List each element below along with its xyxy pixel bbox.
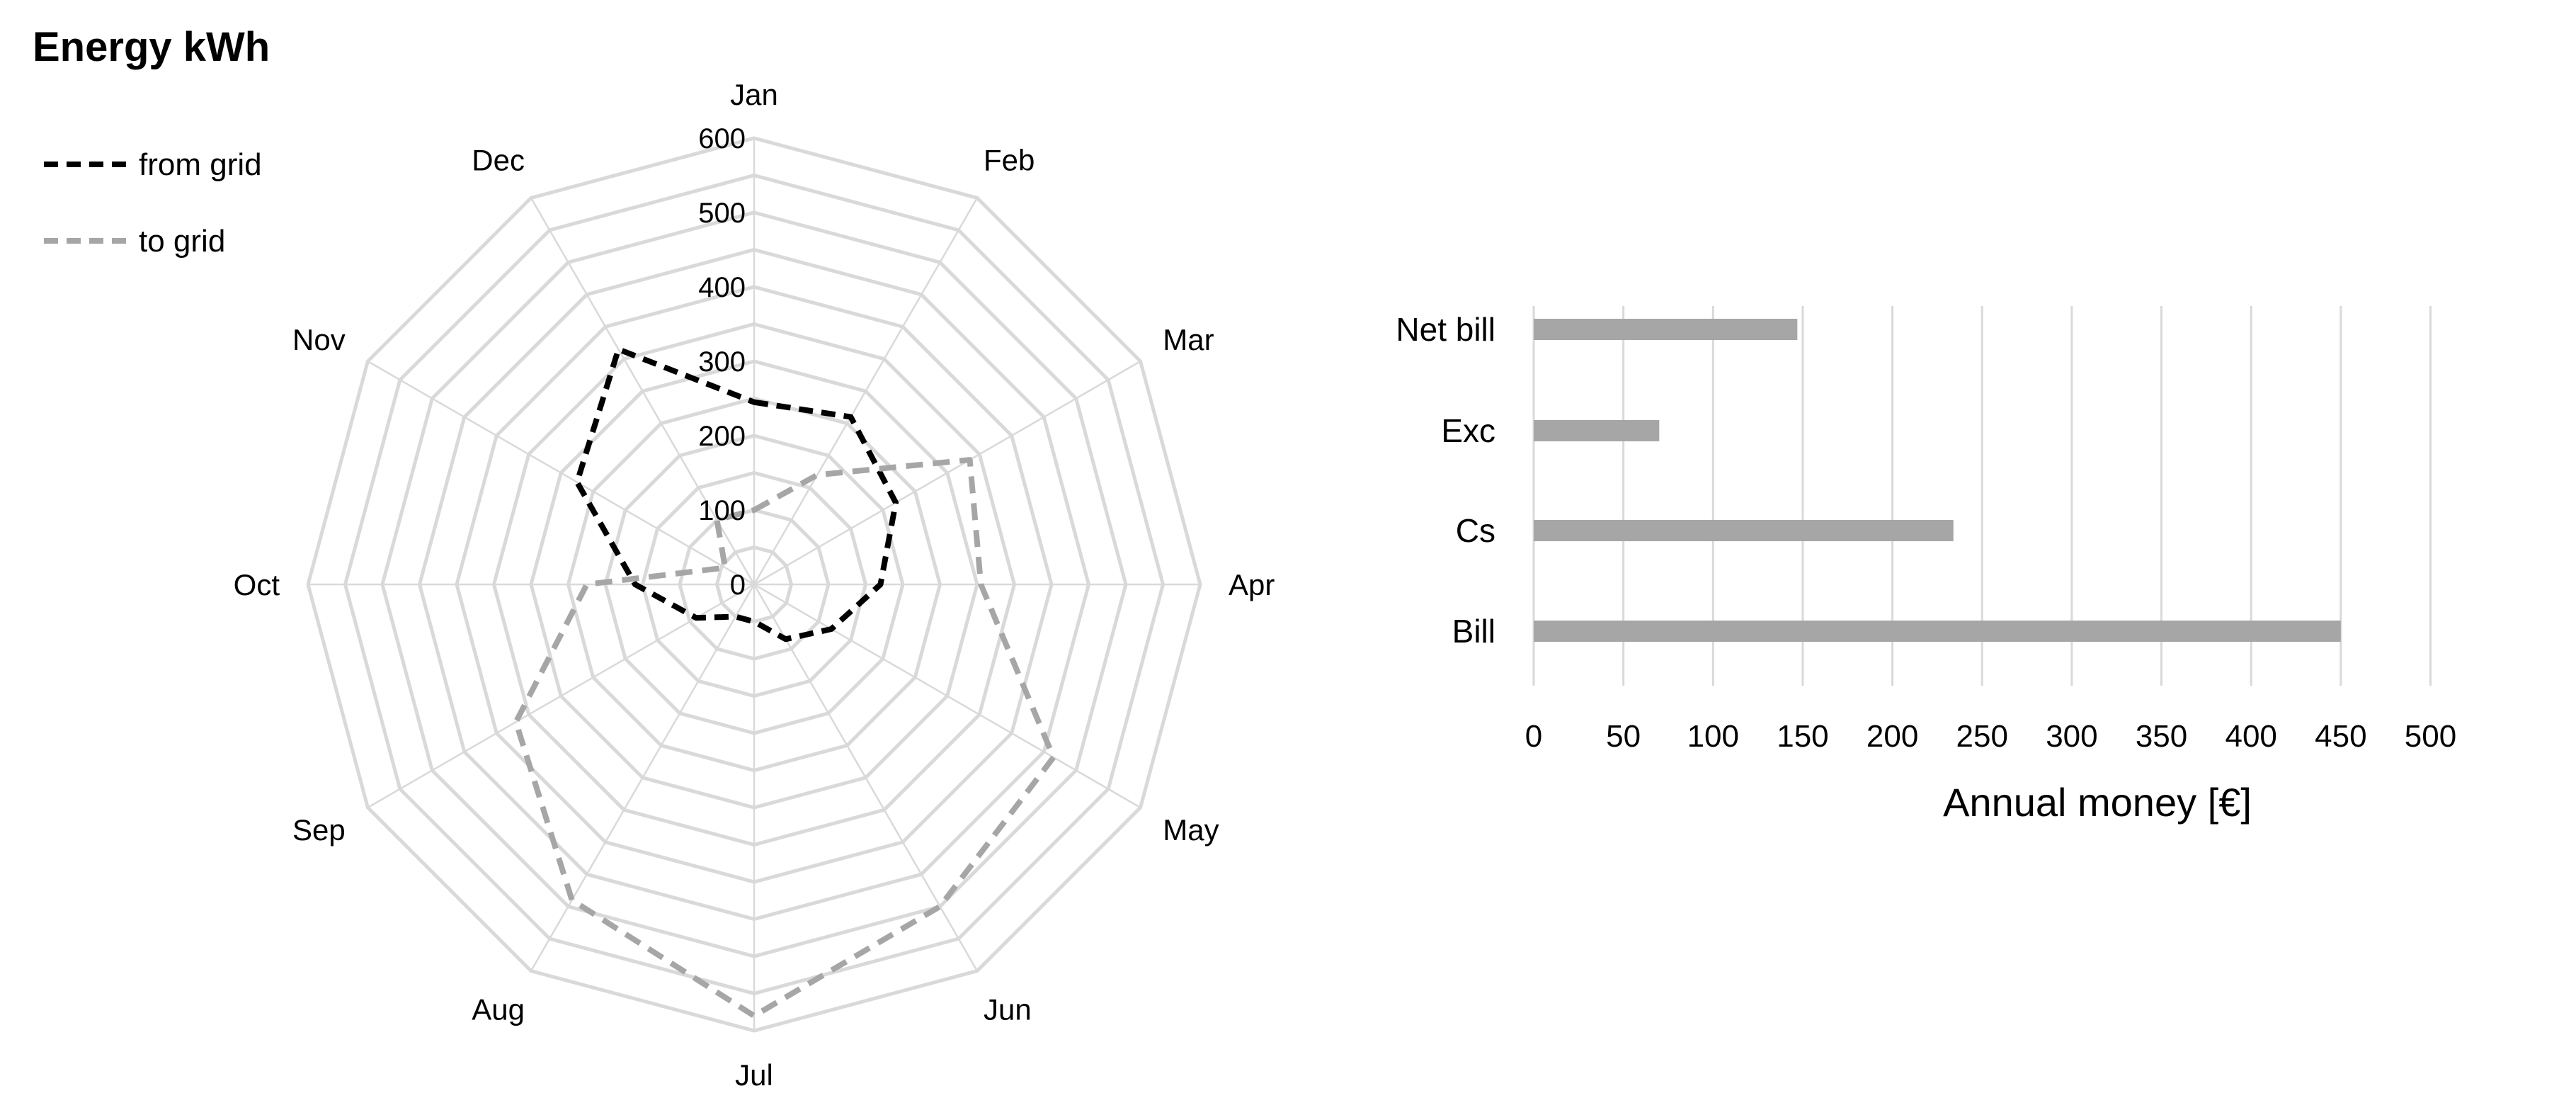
radar-category-label-jun: Jun [984, 992, 1032, 1026]
radar-tick-label: 600 [698, 123, 746, 154]
radar-tick-label: 400 [698, 272, 746, 303]
radar-spoke [753, 583, 1141, 809]
radar-series-line-from-grid [574, 346, 899, 643]
radar-tick-label: 0 [730, 570, 746, 601]
bar-tick-label: 500 [2405, 719, 2456, 754]
radar-category-label-jul: Jul [735, 1058, 773, 1092]
bar-tick-label: 250 [1956, 719, 2008, 754]
radar-category-label-jan: Jan [730, 78, 778, 111]
bar-category-label-bill: Bill [1452, 613, 1495, 650]
radar-spoke [530, 584, 756, 972]
radar-category-labels: Jan Feb Mar Apr May Jun Jul Aug Sep Oct Nov Dec [234, 78, 1275, 1092]
bar-tick-label: 200 [1867, 719, 1918, 754]
legend-label-from-grid: from grid [139, 147, 262, 182]
bar-cs [1534, 520, 1954, 541]
radar-spoke [753, 360, 1141, 586]
bar-tick-label: 0 [1525, 719, 1542, 754]
radar-category-label-aug: Aug [472, 992, 525, 1026]
radar-category-label-mar: Mar [1163, 323, 1214, 356]
bar-category-labels: Net bill Exc Cs Bill [1396, 311, 1495, 650]
radar-category-label-nov: Nov [292, 323, 346, 356]
radar-tick-label: 300 [698, 346, 746, 378]
radar-grid [306, 136, 1202, 1033]
radar-series [513, 346, 1056, 1019]
bar-x-axis-label: Annual money [€] [1943, 780, 2252, 825]
radar-tick-labels: 0 100 200 300 400 500 600 [698, 123, 746, 601]
radar-category-label-dec: Dec [472, 144, 525, 177]
radar-spoke [753, 197, 979, 585]
radar-tick-label: 100 [698, 495, 746, 526]
bar-category-label-cs: Cs [1456, 512, 1495, 549]
bar-tick-label: 400 [2225, 719, 2276, 754]
bar-category-label-exc: Exc [1441, 412, 1495, 449]
radar-spoke [753, 584, 979, 972]
radar-category-label-apr: Apr [1229, 568, 1275, 601]
radar-category-label-may: May [1163, 813, 1219, 847]
bar-bill [1534, 621, 2341, 642]
bar-tick-label: 350 [2136, 719, 2187, 754]
bar-tick-label: 300 [2046, 719, 2097, 754]
radar-tick-label: 500 [698, 198, 746, 229]
radar-spoke [530, 197, 756, 585]
radar-title: Energy kWh [33, 24, 270, 70]
bar-tick-label: 50 [1606, 719, 1641, 754]
bar-tick-label: 150 [1777, 719, 1828, 754]
radar-series-line-to-grid [513, 457, 1056, 1019]
legend-label-to-grid: to grid [139, 224, 225, 259]
bar-category-label-net-bill: Net bill [1396, 311, 1495, 348]
radar-spoke [367, 583, 755, 809]
bar-tick-label: 450 [2315, 719, 2366, 754]
radar-legend: from grid to grid [44, 147, 262, 259]
bar-net-bill [1534, 319, 1798, 340]
bar-exc [1534, 420, 1660, 441]
radar-spoke [367, 360, 755, 586]
radar-tick-label: 200 [698, 421, 746, 452]
radar-category-label-feb: Feb [984, 144, 1035, 177]
radar-category-label-oct: Oct [234, 568, 280, 601]
radar-category-label-sep: Sep [292, 813, 346, 847]
bar-tick-label: 100 [1687, 719, 1739, 754]
bar-tick-labels: 0 50 100 150 200 250 300 350 400 450 500 [1525, 719, 2456, 754]
bar-bars [1534, 319, 2341, 642]
